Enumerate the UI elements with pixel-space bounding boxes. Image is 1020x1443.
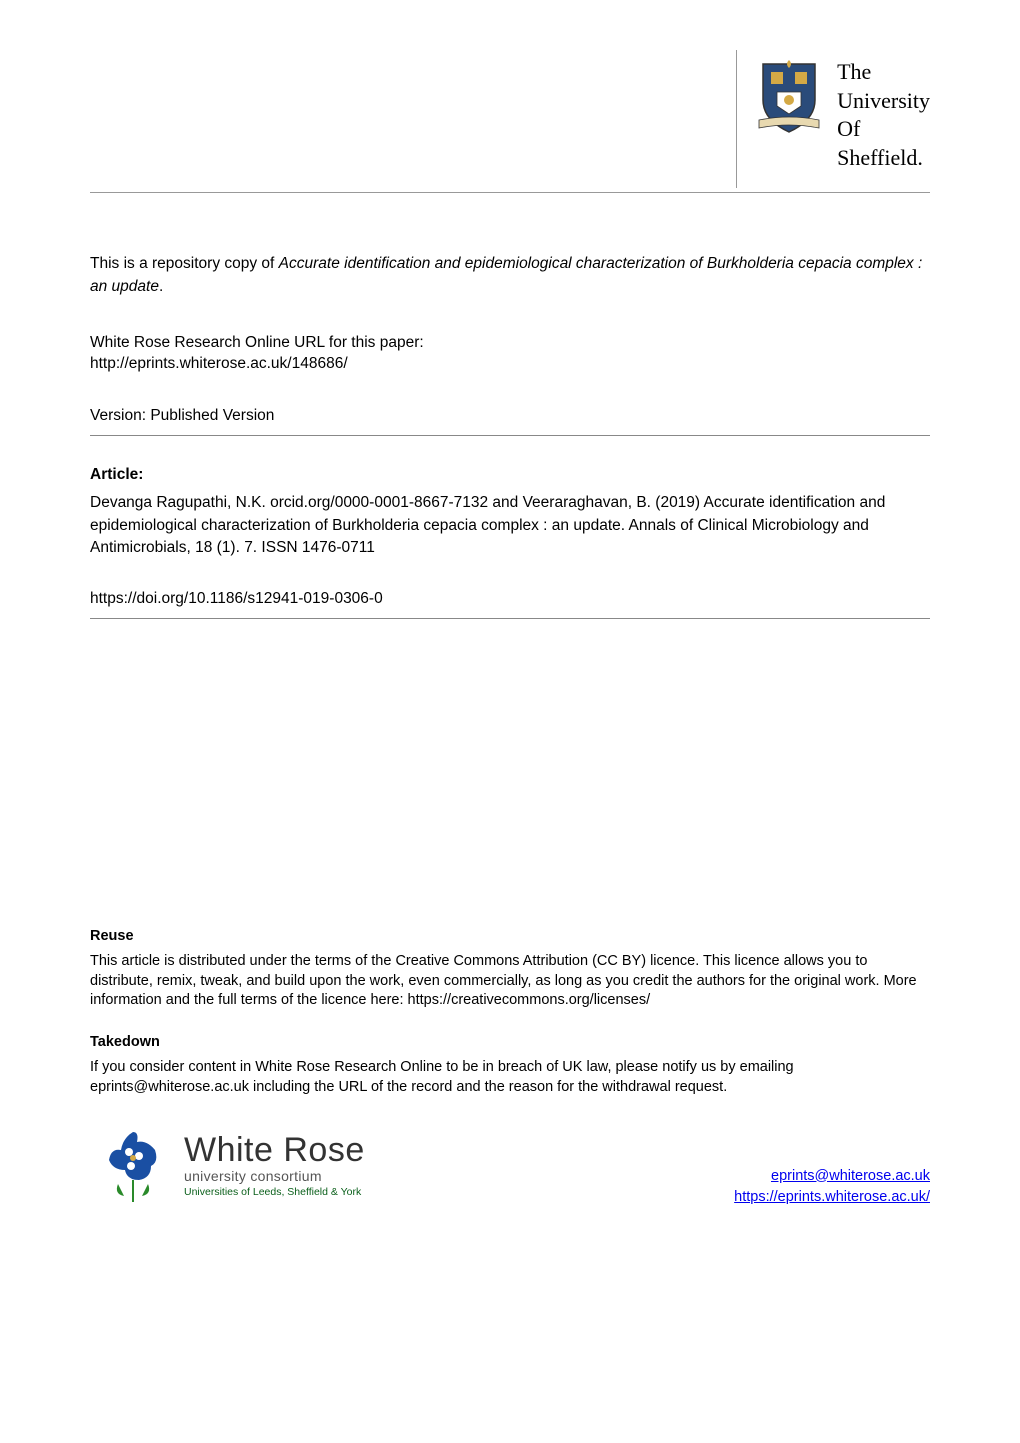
- spacer: [90, 647, 930, 927]
- whiterose-title: White Rose: [184, 1131, 365, 1170]
- doi-value: https://doi.org/10.1186/s12941-019-0306-…: [90, 590, 383, 607]
- takedown-heading: Takedown: [90, 1033, 930, 1053]
- divider-1: [90, 435, 930, 436]
- header-logo-block: The University Of Sheffield.: [90, 50, 930, 193]
- url-label: White Rose Research Online URL for this …: [90, 332, 930, 354]
- uni-line3: Of: [837, 116, 860, 141]
- intro-block: This is a repository copy of Accurate id…: [90, 253, 930, 298]
- university-crest-icon: [753, 58, 825, 136]
- intro-prefix: This is a repository copy of: [90, 255, 279, 272]
- version-block: Version: Published Version: [90, 407, 930, 425]
- url-value: http://eprints.whiterose.ac.uk/148686/: [90, 355, 930, 373]
- version-value: Published Version: [150, 407, 274, 424]
- intro-suffix: .: [159, 278, 163, 295]
- footer-site-link[interactable]: https://eprints.whiterose.ac.uk/: [734, 1189, 930, 1205]
- footer: White Rose university consortium Univers…: [90, 1122, 930, 1208]
- article-block: Article: Devanga Ragupathi, N.K. orcid.o…: [90, 464, 930, 560]
- uni-line4: Sheffield.: [837, 145, 923, 170]
- whiterose-text: White Rose university consortium Univers…: [184, 1131, 365, 1198]
- article-citation: Devanga Ragupathi, N.K. orcid.org/0000-0…: [90, 492, 930, 559]
- doi-block: https://doi.org/10.1186/s12941-019-0306-…: [90, 590, 930, 608]
- university-name: The University Of Sheffield.: [837, 58, 930, 172]
- whiterose-logo: White Rose university consortium Univers…: [90, 1122, 365, 1208]
- divider-2: [90, 618, 930, 619]
- url-block: White Rose Research Online URL for this …: [90, 332, 930, 372]
- reuse-heading: Reuse: [90, 927, 930, 947]
- whiterose-sub2: Universities of Leeds, Sheffield & York: [184, 1186, 365, 1198]
- intro-text: This is a repository copy of Accurate id…: [90, 253, 930, 298]
- university-logo: The University Of Sheffield.: [736, 50, 930, 188]
- reuse-body: This article is distributed under the te…: [90, 952, 930, 1011]
- rose-icon: [90, 1122, 176, 1208]
- footer-email-link[interactable]: eprints@whiterose.ac.uk: [771, 1168, 930, 1184]
- article-heading: Article:: [90, 464, 930, 486]
- takedown-body: If you consider content in White Rose Re…: [90, 1058, 930, 1097]
- reuse-block: Reuse This article is distributed under …: [90, 927, 930, 1011]
- uni-line1: The: [837, 59, 871, 84]
- uni-line2: University: [837, 88, 930, 113]
- version-label: Version:: [90, 407, 150, 424]
- footer-links: eprints@whiterose.ac.uk https://eprints.…: [734, 1166, 930, 1208]
- whiterose-sub: university consortium: [184, 1168, 365, 1184]
- takedown-block: Takedown If you consider content in Whit…: [90, 1033, 930, 1098]
